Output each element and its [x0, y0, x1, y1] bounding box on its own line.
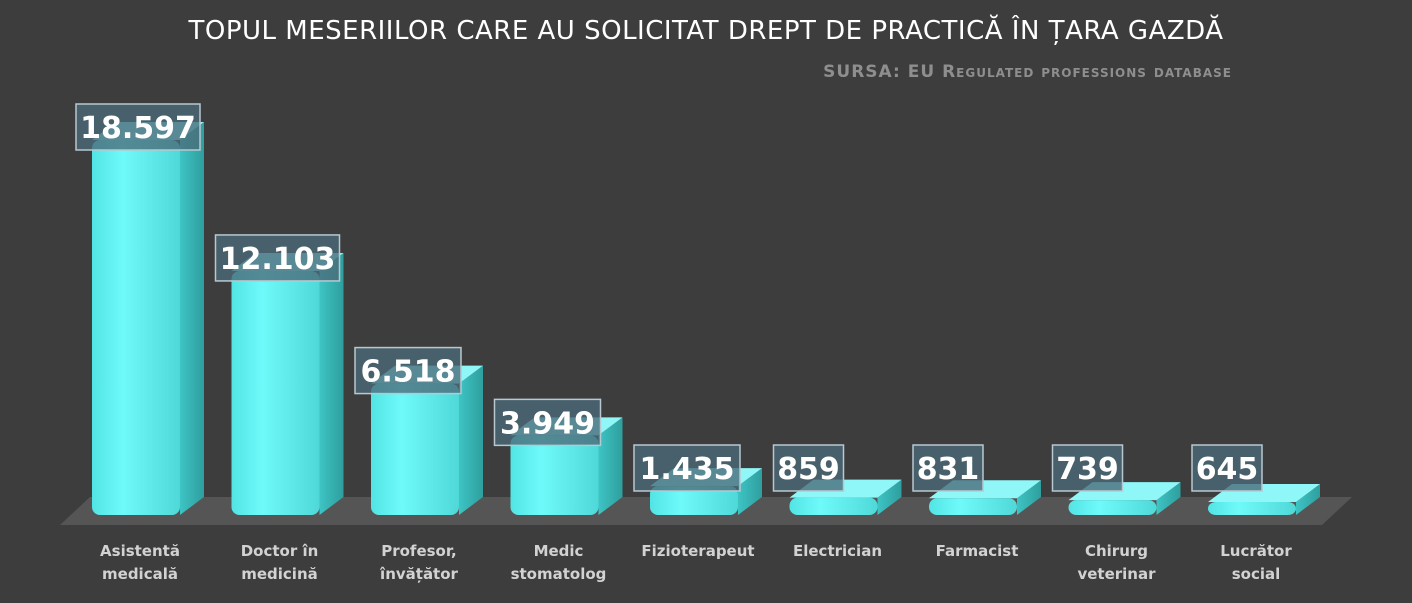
data-label: 645 — [1191, 444, 1263, 492]
data-label-text: 18.597 — [80, 111, 196, 146]
chart-title: TOPUL MESERIILOR CARE AU SOLICITAT DREPT… — [188, 16, 1224, 46]
category-label: Profesor, învățător — [379, 542, 458, 583]
category-labels-layer: Asistentă medicală Doctor în medicină Profes… — [100, 542, 1292, 583]
data-label-text: 645 — [1196, 452, 1259, 487]
data-label: 831 — [912, 444, 984, 492]
data-label: 859 — [772, 444, 845, 492]
data-label-text: 859 — [777, 452, 840, 487]
data-label: 12.103 — [214, 234, 341, 282]
data-label: 18.597 — [75, 103, 201, 151]
data-label-text: 831 — [917, 452, 980, 487]
category-label: Chirurg veterinar — [1077, 542, 1156, 583]
data-labels-layer: 18.597 12.103 6.518 3.949 1.435 859 831 739 645 — [75, 103, 1263, 492]
data-label: 739 — [1051, 444, 1124, 492]
category-label: Medic stomatolog — [511, 542, 607, 583]
category-label: Electrician — [793, 542, 882, 560]
chart-subtitle: SURSA: EU Regulated professions database — [823, 62, 1232, 82]
data-label: 1.435 — [633, 444, 741, 492]
data-label: 3.949 — [493, 398, 602, 447]
bar — [231, 252, 344, 515]
data-label-text: 739 — [1056, 452, 1119, 487]
data-label-text: 1.435 — [640, 452, 735, 487]
category-label: Farmacist — [936, 542, 1019, 560]
category-label: Fizioterapeut — [641, 542, 754, 560]
category-label: Lucrător social — [1220, 542, 1292, 583]
data-label-text: 3.949 — [500, 406, 595, 441]
data-label-text: 12.103 — [220, 242, 336, 277]
data-label-text: 6.518 — [361, 355, 456, 390]
data-label: 6.518 — [354, 346, 462, 395]
category-label: Doctor în medicină — [241, 542, 319, 583]
category-label: Asistentă medicală — [100, 542, 180, 583]
bar — [92, 122, 204, 515]
